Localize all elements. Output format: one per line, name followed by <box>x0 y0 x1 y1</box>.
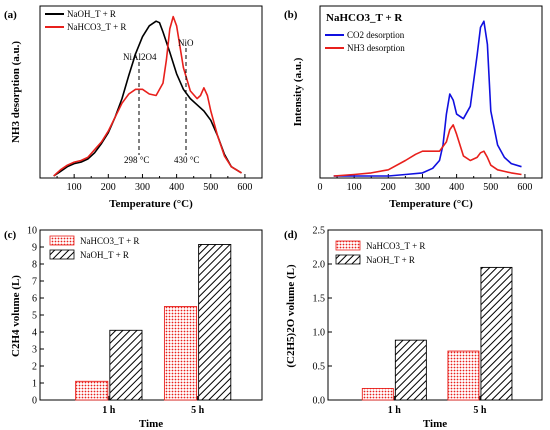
panel-c-bar-0-1 <box>109 329 143 401</box>
panel-c: (c) 0 1 2 3 4 5 6 7 8 9 10 1 h 5 h NaHCO3_T + R NaOH… <box>4 226 263 430</box>
annotation-298c: 298 °C <box>124 155 149 165</box>
panel-c-bars <box>75 243 232 401</box>
panel-d-ytick-label-1: 0.5 <box>313 362 326 373</box>
panel-c-bar-0-0 <box>75 380 109 401</box>
legend-b: CO2 desorption NH3 desorption <box>325 30 405 53</box>
panel-a-xlabel: Temperature (°C) <box>109 198 193 210</box>
annotation-nio: NiO <box>178 38 194 48</box>
panel-d: (d) 0.0 0.5 1.0 1.5 2.0 2.5 1 h 5 h NaHCO3_T + … <box>284 226 543 430</box>
panel-b-series-line-1 <box>333 124 522 177</box>
panel-b-xlabel: Temperature (°C) <box>389 198 473 210</box>
panel-a-xtick-label-3: 400 <box>169 182 184 193</box>
panel-c-ytick-label-9: 9 <box>32 243 37 254</box>
legend-a-text-2: NaHCO3_T + R <box>67 22 126 32</box>
panel-b-ylabel: Intensity (a.u.) <box>292 57 304 126</box>
panel-d-xtick-label-0: 1 h <box>388 405 402 416</box>
panel-a-series-line-0 <box>53 20 242 177</box>
panel-b-xtick-label-4: 400 <box>449 182 464 193</box>
annotation-nial2o4: NiAl2O4 <box>123 52 157 62</box>
panel-b-frame <box>319 5 543 179</box>
panel-b-series-line-0 <box>333 20 522 177</box>
panel-c-ytick-label-0: 0 <box>32 396 37 407</box>
panel-d-bar-1-1 <box>480 266 513 401</box>
panel-b-title: NaHCO3_T + R <box>326 12 403 24</box>
panel-d-label: (d) <box>284 229 298 241</box>
legend-b-text-2: NH3 desorption <box>347 43 405 53</box>
panel-d-frame <box>327 229 543 401</box>
panel-a-ylabel: NH3 desorption (a.u.) <box>10 41 22 143</box>
panel-b: (b) 0 100 200 300 400 500 600 NaHCO3_T + R CO2… <box>284 5 543 210</box>
legend-d: NaHCO3_T + R NaOH_T + R <box>335 240 425 265</box>
panel-c-bar-1-0 <box>163 306 198 401</box>
panel-b-xtick-label-2: 200 <box>381 182 396 193</box>
panel-c-ytick-label-5: 5 <box>32 311 37 322</box>
panel-b-xtick-label-3: 300 <box>415 182 430 193</box>
panel-d-ytick-label-0: 0.0 <box>313 396 326 407</box>
panel-c-ytick-label-6: 6 <box>32 294 37 305</box>
legend-c: NaHCO3_T + R NaOH_T + R <box>49 235 139 260</box>
legend-a-text-1: NaOH_T + R <box>67 9 116 19</box>
legend-d-swatch-2 <box>335 254 361 265</box>
legend-d-text-1: NaHCO3_T + R <box>366 241 425 251</box>
panel-c-xtick-label-1: 5 h <box>191 405 205 416</box>
panel-c-xlabel: Time <box>139 418 163 430</box>
panel-d-bar-0-1 <box>394 339 427 401</box>
panel-c-ytick-label-2: 2 <box>32 362 37 373</box>
panel-d-ytick-label-4: 2.0 <box>313 260 326 271</box>
panel-b-ticks: 0 100 200 300 400 500 600 <box>318 174 532 193</box>
panel-a-label: (a) <box>4 9 17 21</box>
panel-d-ylabel: (C2H5)2O volume (L) <box>285 264 297 368</box>
panel-c-ylabel: C2H4 volume (L) <box>10 275 22 357</box>
annotation-430c: 430 °C <box>174 155 199 165</box>
legend-c-text-2: NaOH_T + R <box>80 250 129 260</box>
panel-a: (a) 100 200 300 400 500 600 NiAl2O4 NiO 298 °… <box>4 5 263 210</box>
panel-a-xtick-label-4: 500 <box>203 182 218 193</box>
panel-c-xtick-label-0: 1 h <box>102 405 116 416</box>
panel-b-xtick-label-1: 100 <box>347 182 362 193</box>
panel-c-ytick-label-3: 3 <box>32 345 37 356</box>
panel-d-ytick-label-3: 1.5 <box>313 294 326 305</box>
panel-b-series <box>333 20 522 177</box>
panel-d-xtick-label-1: 5 h <box>473 405 487 416</box>
panel-d-ticks: 0.0 0.5 1.0 1.5 2.0 2.5 1 h 5 h <box>313 226 487 417</box>
panel-c-bar-1-1 <box>198 243 232 401</box>
legend-c-swatch-2 <box>49 249 75 260</box>
legend-c-text-1: NaHCO3_T + R <box>80 236 139 246</box>
panel-d-xlabel: Time <box>423 418 447 430</box>
legend-b-text-1: CO2 desorption <box>347 30 405 40</box>
panel-a-frame <box>39 5 263 179</box>
legend-c-swatch-1 <box>49 235 75 246</box>
panel-b-xtick-label-0: 0 <box>318 182 323 193</box>
panel-a-series <box>53 15 242 177</box>
legend-d-swatch-1 <box>335 240 361 251</box>
panel-b-xtick-label-6: 600 <box>517 182 532 193</box>
panel-a-xtick-label-5: 600 <box>237 182 252 193</box>
panel-d-bars <box>361 266 513 401</box>
panel-c-ytick-label-8: 8 <box>32 260 37 271</box>
panel-a-xtick-label-0: 100 <box>67 182 82 193</box>
panel-c-label: (c) <box>4 229 17 241</box>
legend-d-text-2: NaOH_T + R <box>366 255 415 265</box>
panel-a-series-line-1 <box>53 15 242 177</box>
panel-c-ytick-label-1: 1 <box>32 379 37 390</box>
panel-a-ticks: 100 200 300 400 500 600 <box>56 174 252 193</box>
panel-b-label: (b) <box>284 9 298 21</box>
legend-a: NaOH_T + R NaHCO3_T + R <box>45 9 126 32</box>
panel-c-ytick-label-7: 7 <box>32 277 37 288</box>
panel-a-xtick-label-1: 200 <box>101 182 116 193</box>
panel-d-bar-1-0 <box>447 350 480 401</box>
panel-b-xtick-label-5: 500 <box>483 182 498 193</box>
panel-c-ytick-label-10: 10 <box>27 226 37 237</box>
panel-d-bar-0-0 <box>361 387 394 401</box>
panel-d-ytick-label-2: 1.0 <box>313 328 326 339</box>
panel-c-ytick-label-4: 4 <box>32 328 37 339</box>
panel-c-ticks: 0 1 2 3 4 5 6 7 8 9 10 1 h 5 h <box>27 226 205 417</box>
panel-a-xtick-label-2: 300 <box>135 182 150 193</box>
panel-d-ytick-label-5: 2.5 <box>313 226 326 237</box>
